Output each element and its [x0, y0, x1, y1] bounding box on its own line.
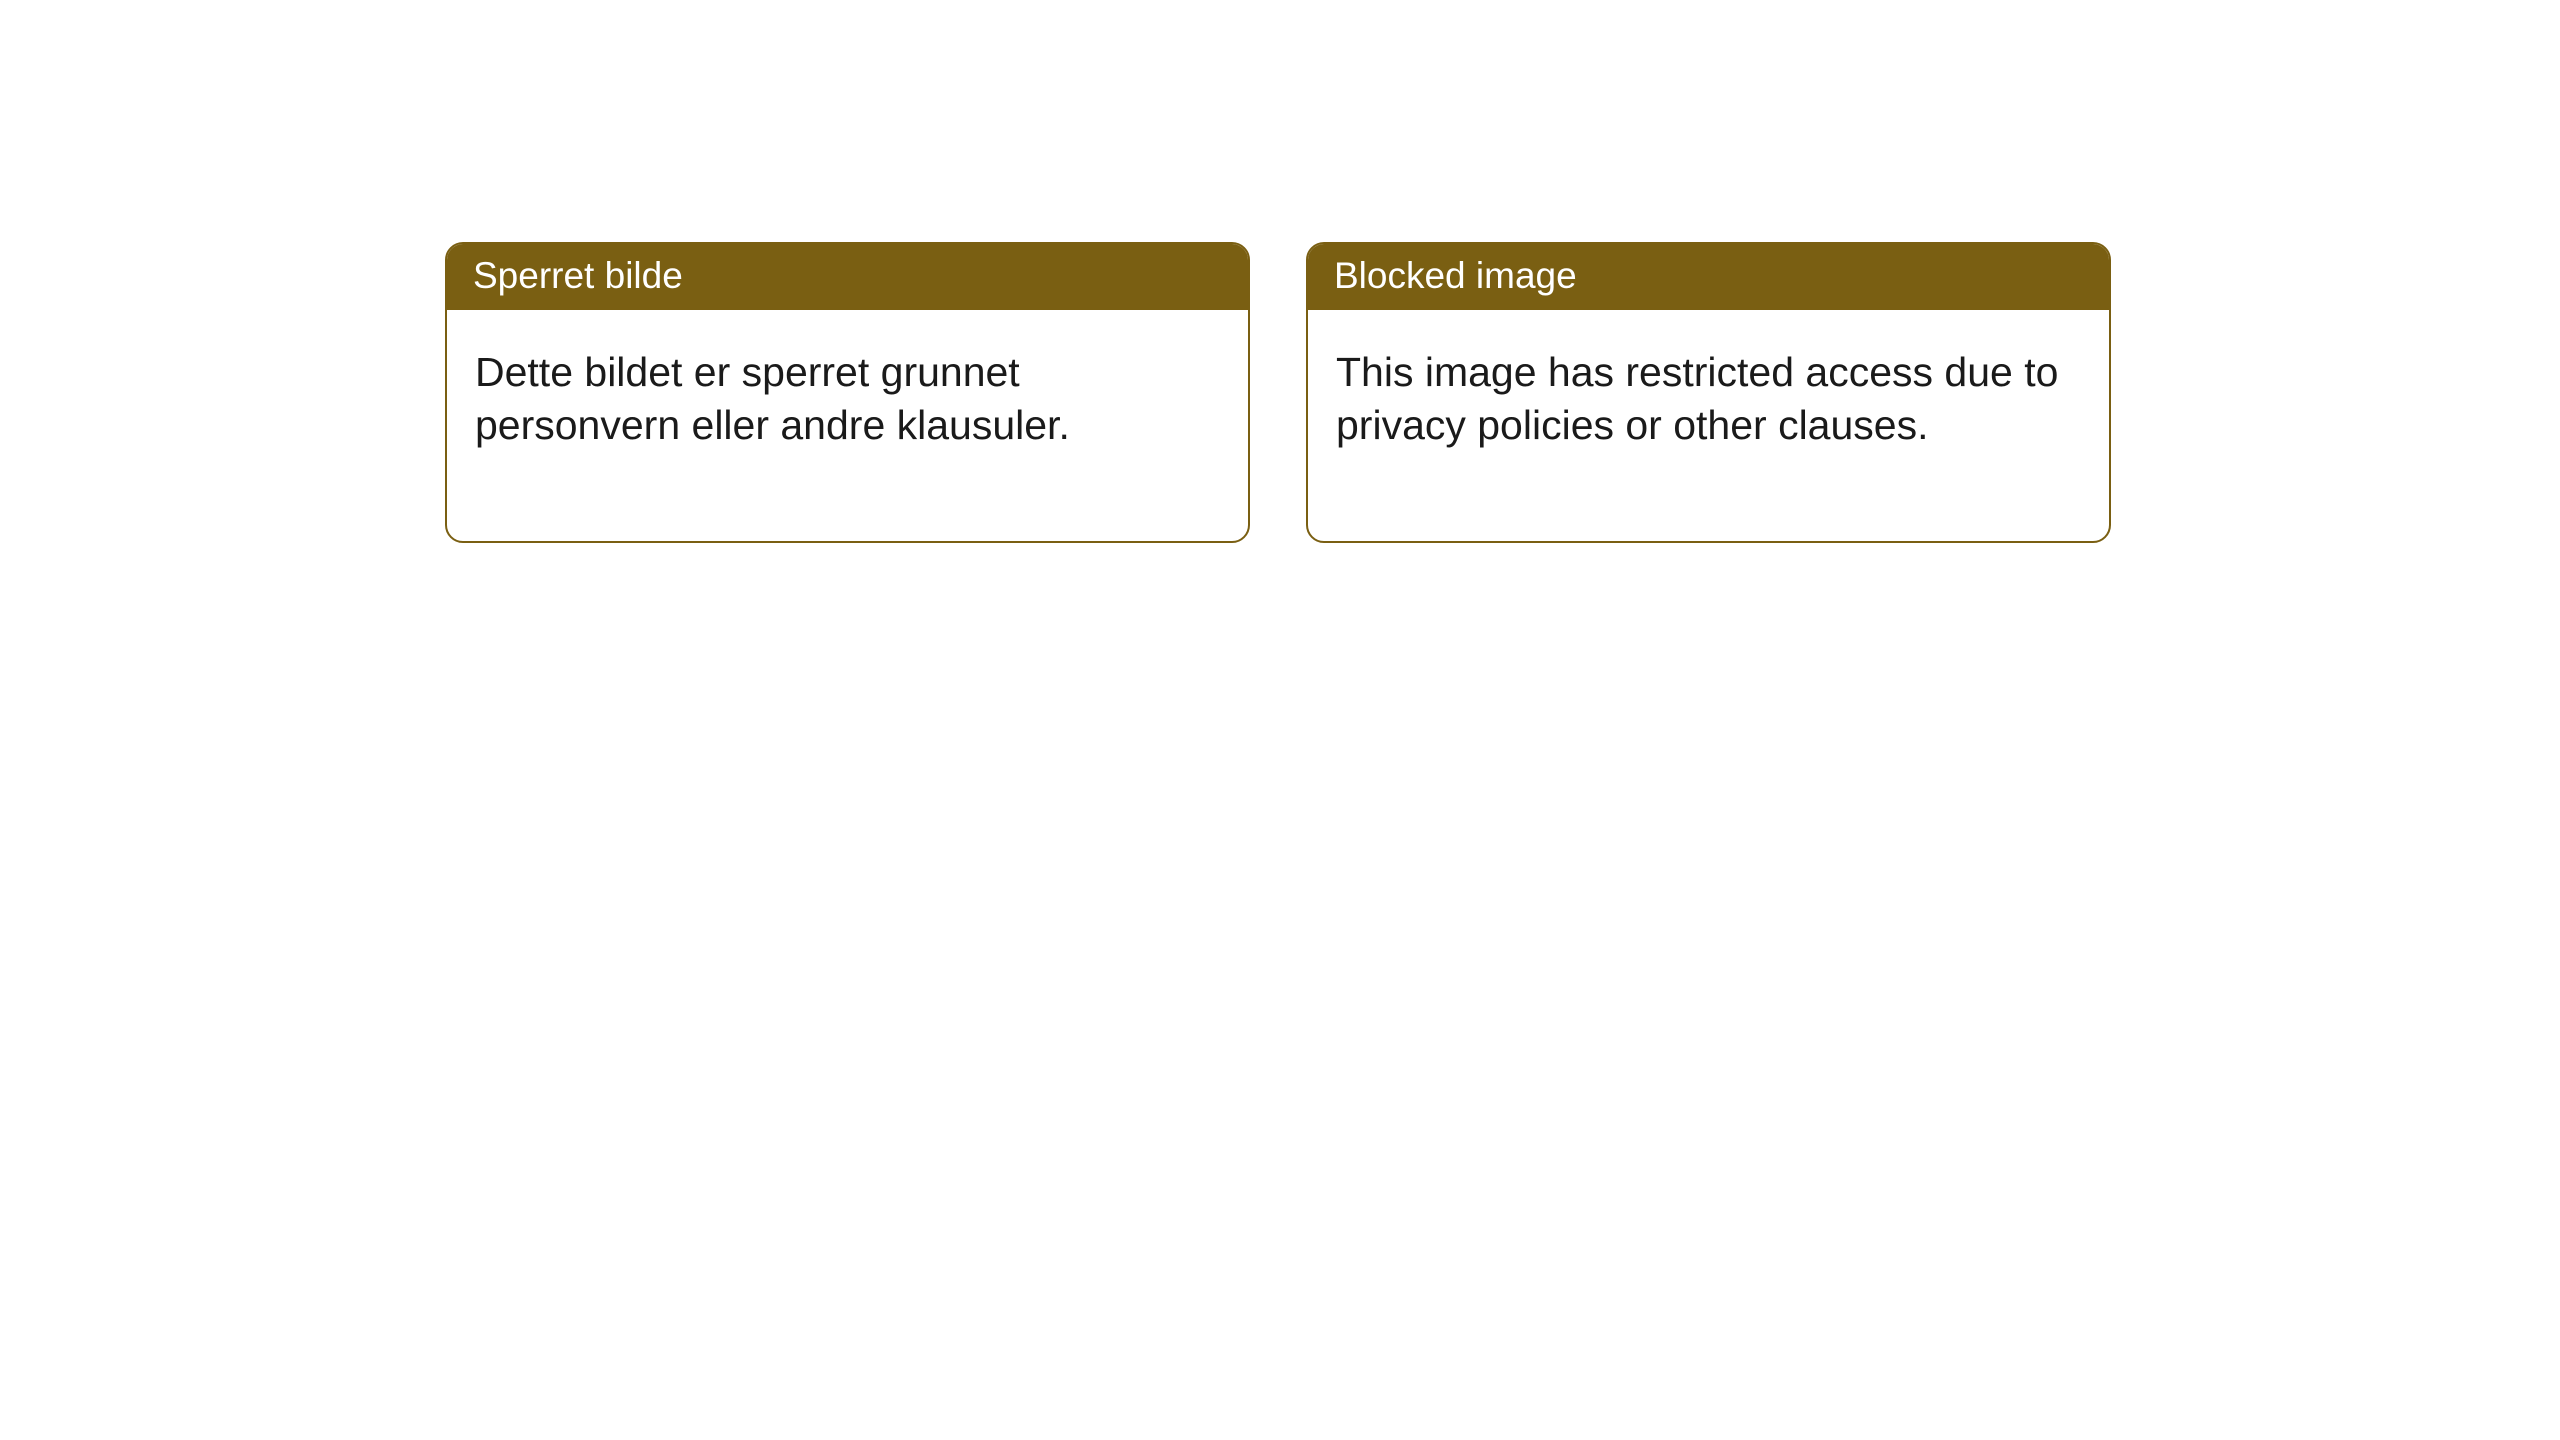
notice-body-text: Dette bildet er sperret grunnet personve…: [447, 310, 1248, 541]
notice-card-english: Blocked image This image has restricted …: [1306, 242, 2111, 543]
notice-body-text: This image has restricted access due to …: [1308, 310, 2109, 541]
notice-card-norwegian: Sperret bilde Dette bildet er sperret gr…: [445, 242, 1250, 543]
notice-title: Sperret bilde: [447, 244, 1248, 310]
notice-title: Blocked image: [1308, 244, 2109, 310]
notice-container: Sperret bilde Dette bildet er sperret gr…: [0, 0, 2560, 543]
